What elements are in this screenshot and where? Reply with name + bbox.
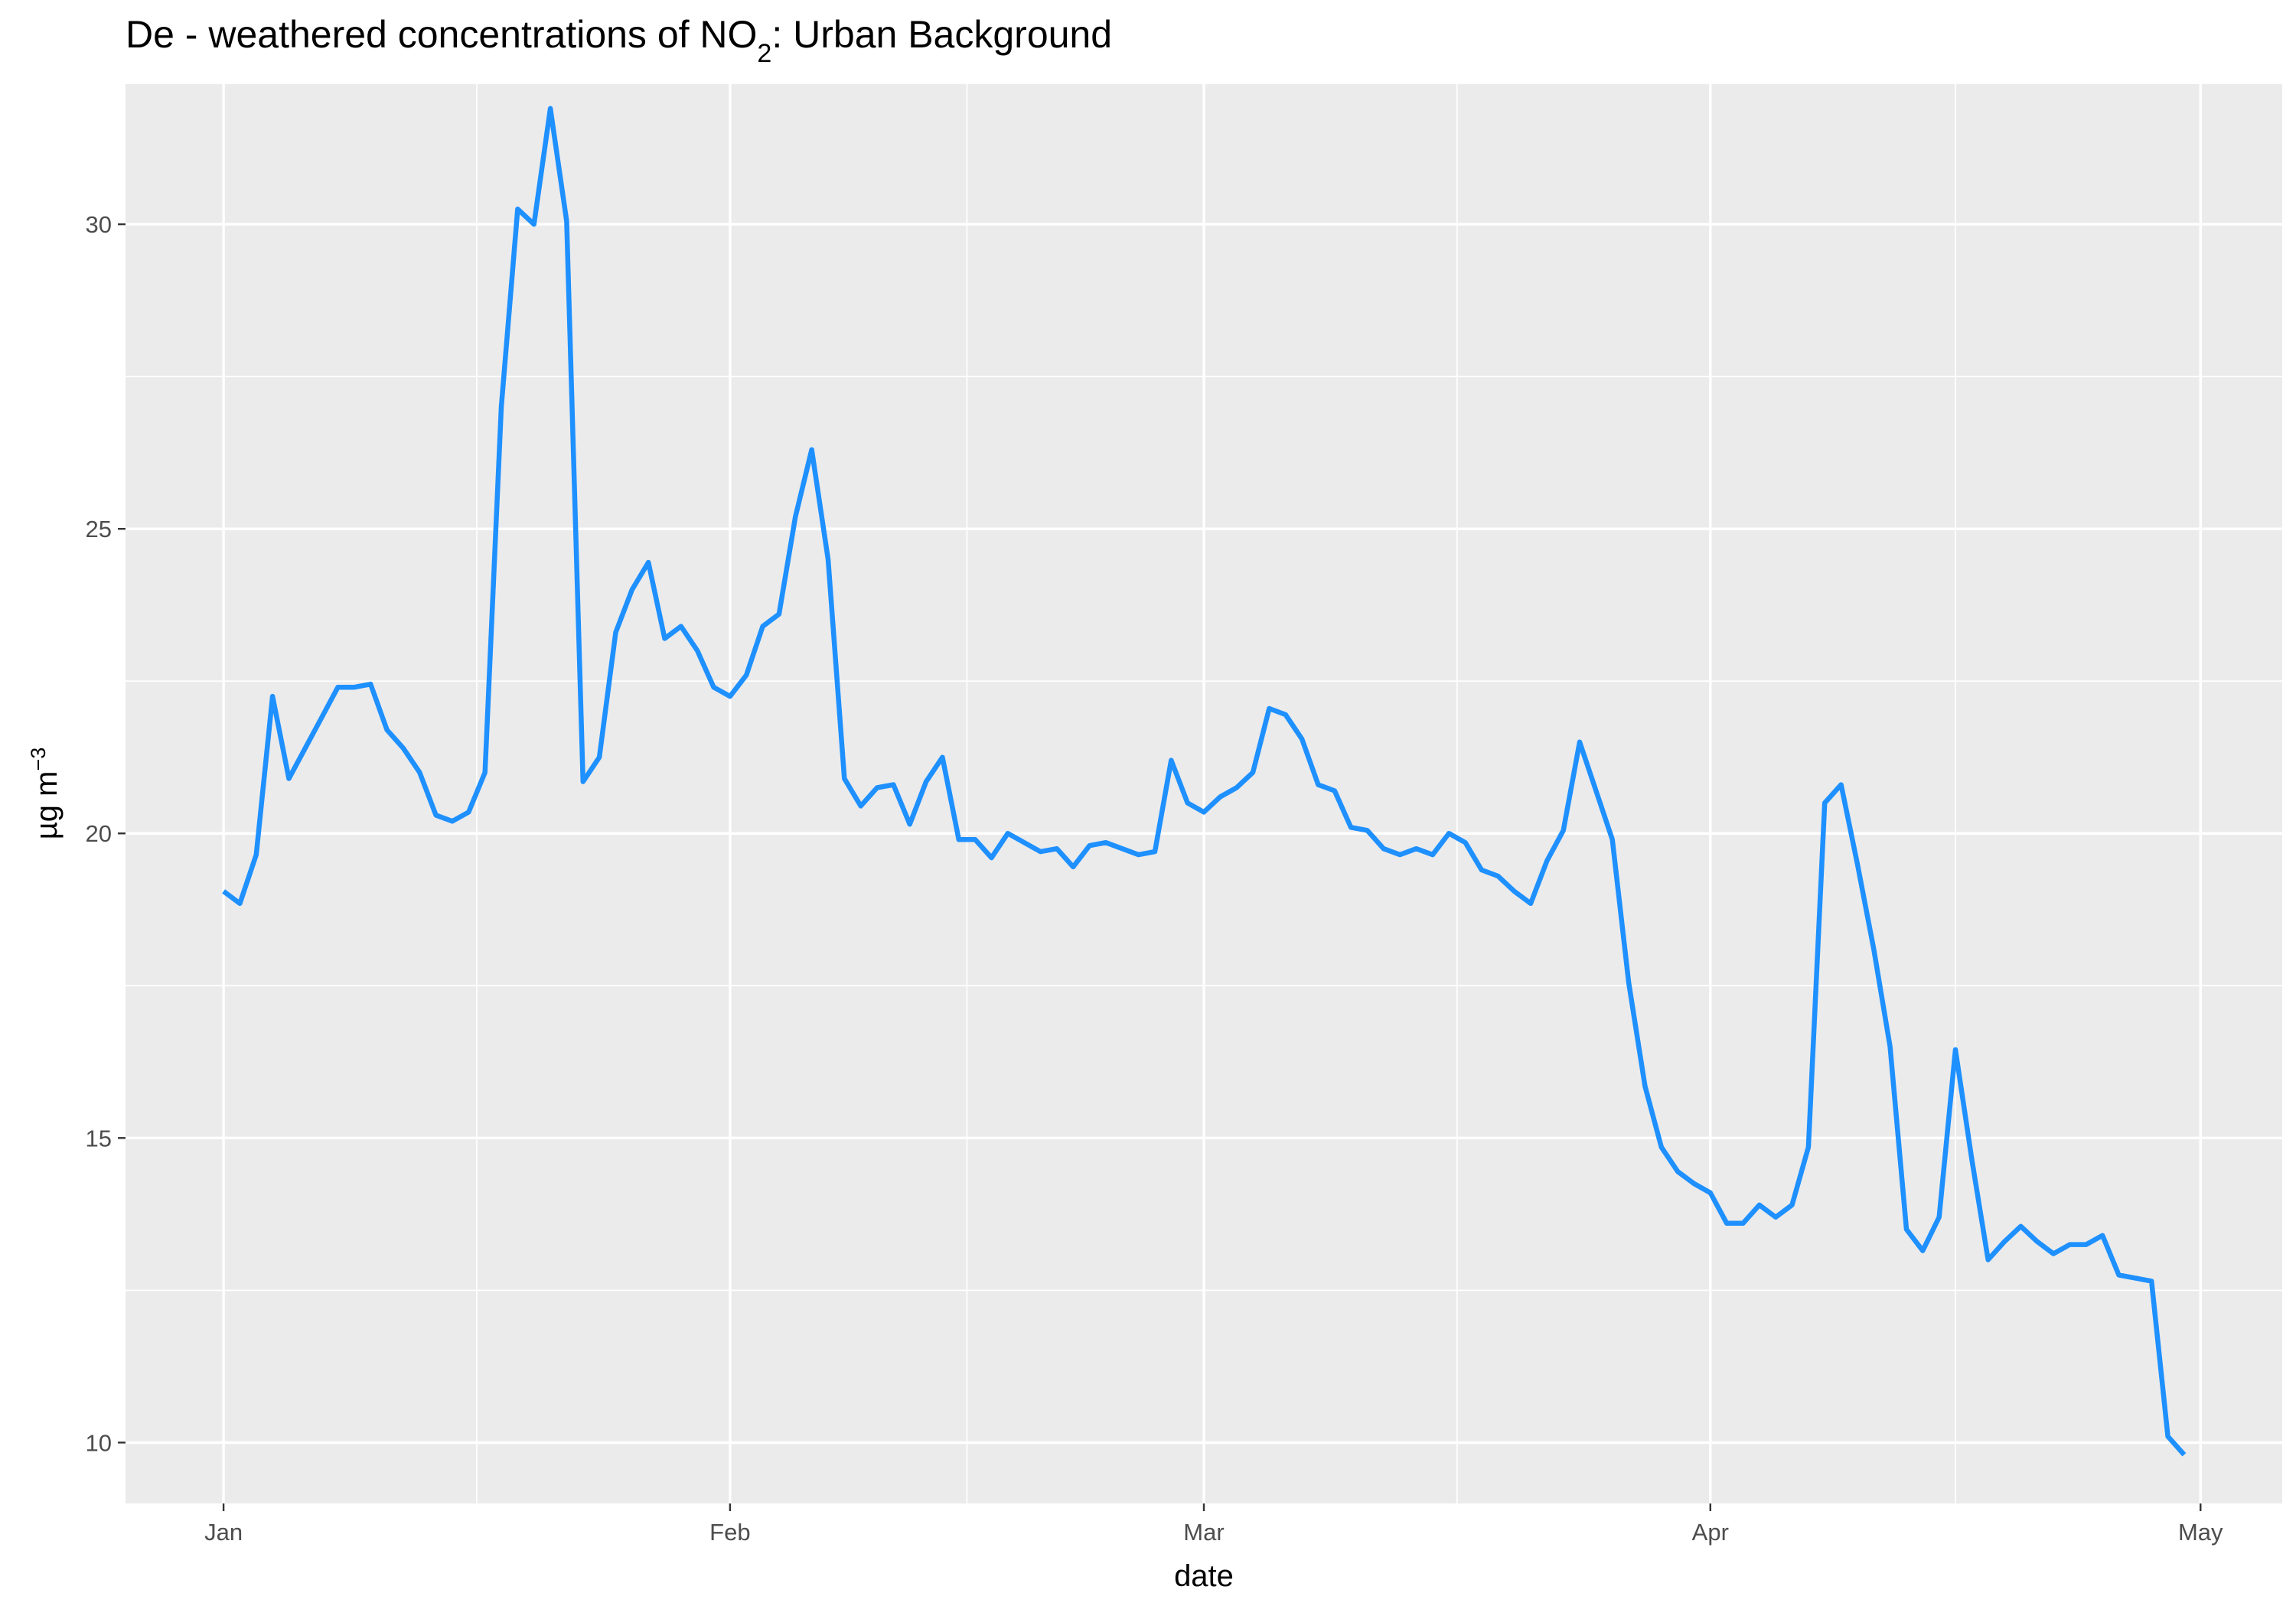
- y-tick-label: 30: [86, 211, 112, 238]
- y-tick-label: 10: [86, 1429, 112, 1456]
- x-axis-title: date: [1174, 1559, 1234, 1593]
- series-line: [222, 106, 2187, 1457]
- x-axis: Jan Feb Mar Apr May: [204, 1503, 2223, 1546]
- x-tick-label: Apr: [1692, 1519, 1729, 1546]
- y-tick-label: 15: [86, 1125, 112, 1152]
- x-tick-label: Jan: [204, 1519, 243, 1546]
- chart-title: De - weathered concentrations of NO2: Ur…: [126, 13, 1112, 68]
- x-tick-label: Mar: [1183, 1519, 1224, 1546]
- y-axis: 10 15 20 25 30: [86, 211, 126, 1456]
- y-tick-label: 20: [86, 820, 112, 847]
- x-tick-label: May: [2178, 1519, 2223, 1546]
- y-tick-label: 25: [86, 516, 112, 542]
- x-tick-label: Feb: [709, 1519, 750, 1546]
- y-axis-title: µg m−3: [27, 748, 64, 840]
- grid-lines: [126, 84, 2282, 1503]
